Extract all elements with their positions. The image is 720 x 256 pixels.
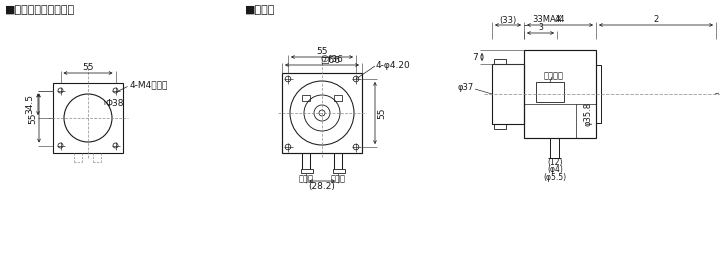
Bar bbox=[524, 50, 596, 138]
Text: 3: 3 bbox=[538, 24, 543, 33]
Text: 定格銘板: 定格銘板 bbox=[544, 71, 564, 80]
Bar bbox=[333, 169, 344, 173]
Text: Φ38: Φ38 bbox=[106, 100, 125, 109]
Text: 4-M4タップ: 4-M4タップ bbox=[130, 80, 168, 89]
Bar bbox=[282, 73, 362, 153]
Bar bbox=[596, 65, 601, 123]
Bar bbox=[334, 95, 342, 101]
Text: (33): (33) bbox=[500, 16, 517, 25]
Bar bbox=[494, 59, 506, 64]
Text: ■外形図: ■外形図 bbox=[245, 5, 275, 15]
Text: 2: 2 bbox=[653, 16, 659, 25]
Bar bbox=[300, 169, 312, 173]
Bar bbox=[53, 83, 123, 153]
Text: 吸込口: 吸込口 bbox=[299, 175, 313, 184]
Text: ■取り付け板金加工図: ■取り付け板金加工図 bbox=[5, 5, 75, 15]
Text: (φ4): (φ4) bbox=[547, 165, 563, 175]
Text: □66: □66 bbox=[320, 56, 340, 65]
Text: (φ5.5): (φ5.5) bbox=[544, 173, 567, 182]
Text: 44: 44 bbox=[554, 16, 565, 25]
Text: 55: 55 bbox=[29, 112, 37, 124]
Text: ⑦f36: ⑦f36 bbox=[320, 56, 343, 65]
Bar bbox=[492, 64, 524, 124]
Text: 33MAX: 33MAX bbox=[532, 16, 562, 25]
Text: 55: 55 bbox=[82, 63, 94, 72]
Text: 34.5: 34.5 bbox=[25, 94, 35, 114]
Bar bbox=[302, 95, 310, 101]
Text: 4-φ4.20: 4-φ4.20 bbox=[376, 60, 410, 69]
Text: (28.2): (28.2) bbox=[309, 183, 336, 191]
Text: 55: 55 bbox=[377, 107, 387, 119]
Text: 55: 55 bbox=[316, 48, 328, 57]
Bar bbox=[494, 124, 506, 129]
Text: φ37: φ37 bbox=[458, 83, 474, 92]
Bar bbox=[536, 82, 564, 102]
Text: 7: 7 bbox=[472, 52, 478, 61]
Text: (12): (12) bbox=[547, 158, 563, 167]
Text: 吐出口: 吐出口 bbox=[330, 175, 346, 184]
Text: φ35.8: φ35.8 bbox=[583, 102, 593, 126]
